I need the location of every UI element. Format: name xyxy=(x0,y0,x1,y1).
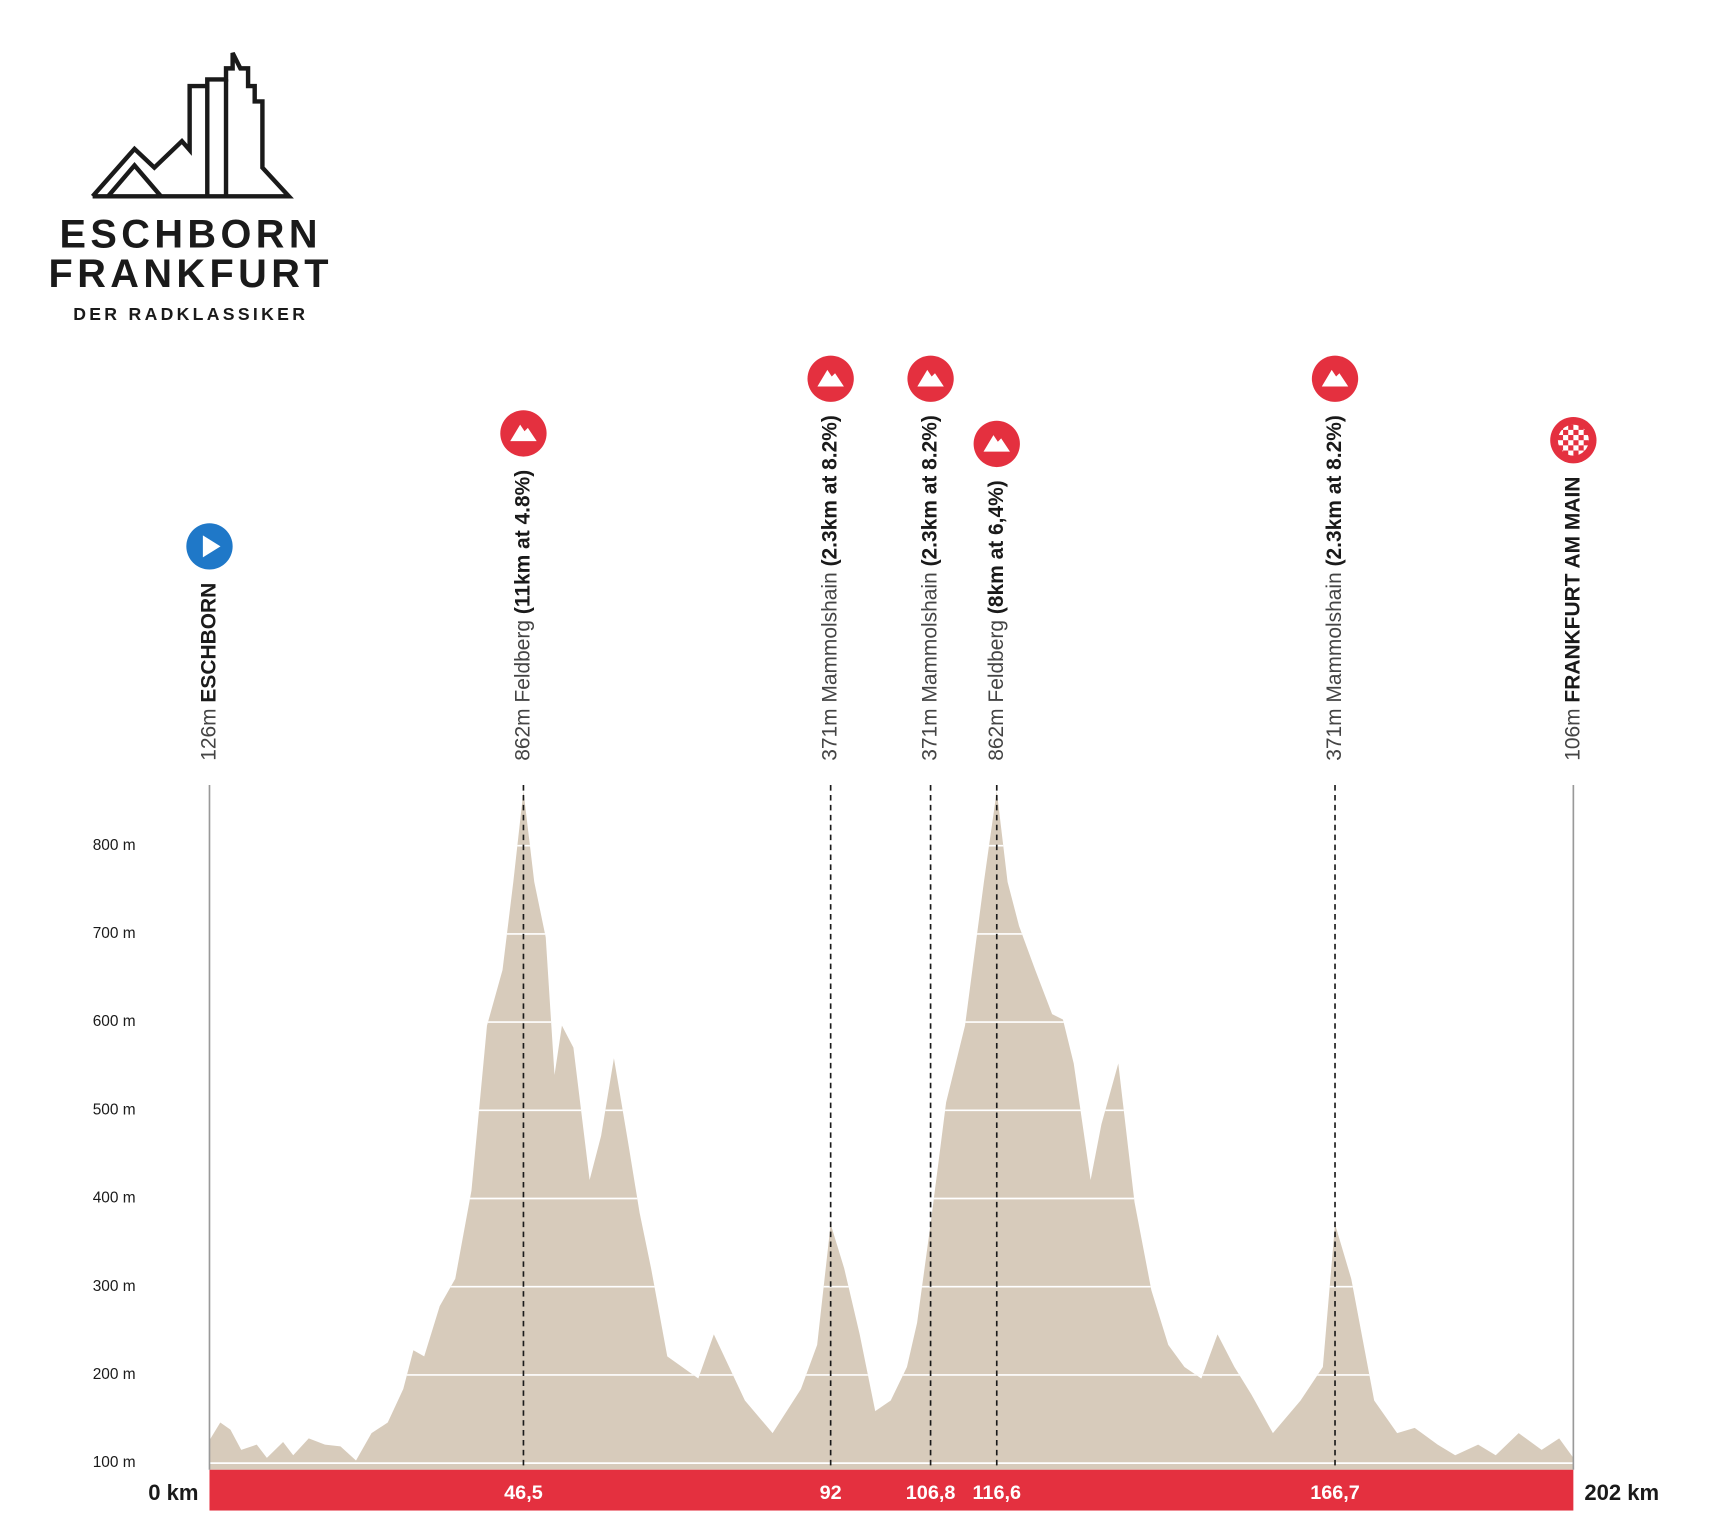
climb-icon xyxy=(907,355,954,402)
marker-detail: (2.3km at 8.2%) xyxy=(918,415,941,566)
logo-mountain xyxy=(106,162,163,198)
marker-elevation: 371m xyxy=(818,708,841,760)
climb-icon xyxy=(973,420,1020,468)
marker-name: Mammolshain xyxy=(918,572,941,702)
marker-label: 371m Mammolshain (2.3km at 8.2%) xyxy=(918,415,941,761)
km-label: 166,7 xyxy=(1310,1482,1360,1504)
km-label: 116,6 xyxy=(972,1482,1021,1504)
logo-subtitle: DER RADKLASSIKER xyxy=(73,304,308,324)
icon-check xyxy=(1583,450,1589,456)
climb-icon xyxy=(500,410,547,457)
marker-label: 126m ESCHBORN xyxy=(197,583,220,761)
y-tick-label: 800 m xyxy=(93,837,136,854)
logo-skyline xyxy=(90,51,294,199)
y-tick-label: 300 m xyxy=(93,1278,136,1295)
marker-name: Mammolshain xyxy=(818,572,841,702)
marker-label: 862m Feldberg (11km at 4.8%) xyxy=(511,470,534,761)
icon-check xyxy=(1573,429,1579,436)
marker-detail: (2.3km at 8.2%) xyxy=(1323,415,1346,566)
climb-icon xyxy=(1311,355,1359,402)
distance-bar xyxy=(209,1469,1574,1511)
marker-detail: (11km at 4.8%) xyxy=(511,470,534,614)
icon-mountain xyxy=(917,369,944,387)
icon-check xyxy=(1578,445,1584,451)
marker-name: ESCHBORN xyxy=(197,583,220,703)
x-tick-label: 202 km xyxy=(1584,1480,1659,1505)
marker-label: 106m FRANKFURT AM MAIN xyxy=(1561,477,1584,761)
y-tick-label: 700 m xyxy=(93,925,136,942)
icon-mountain xyxy=(983,435,1010,452)
marker-elevation: 371m xyxy=(918,708,941,760)
marker-detail: (8km at 6,4%) xyxy=(984,480,1007,614)
icon-check xyxy=(1568,445,1574,451)
elevation-area xyxy=(209,791,1574,1470)
icon-check xyxy=(1568,435,1574,441)
y-tick-label: 500 m xyxy=(93,1101,136,1118)
icon-check xyxy=(1573,450,1579,456)
climb-icon xyxy=(807,355,854,402)
icon-check xyxy=(1578,424,1584,430)
icon-check xyxy=(1563,450,1569,456)
km-label: 46,5 xyxy=(504,1482,543,1504)
y-tick-label: 400 m xyxy=(93,1190,136,1207)
icon-check xyxy=(1578,435,1584,441)
marker-elevation: 106m xyxy=(1561,708,1584,760)
icon-mountain xyxy=(510,424,537,442)
finish-icon xyxy=(1550,417,1597,464)
marker-elevation: 371m xyxy=(1323,708,1346,760)
marker-elevation: 862m xyxy=(511,708,534,760)
km-label: 106,8 xyxy=(906,1482,956,1504)
marker-elevation: 862m xyxy=(984,708,1007,760)
marker-name: Feldberg xyxy=(511,620,534,703)
icon-mountain xyxy=(817,369,844,387)
icon-check xyxy=(1563,440,1569,446)
x-tick-label: 0 km xyxy=(148,1480,198,1505)
marker-name: Feldberg xyxy=(984,620,1007,703)
icon-check xyxy=(1557,424,1564,430)
marker-name: FRANKFURT AM MAIN xyxy=(1561,477,1584,703)
marker-name: Mammolshain xyxy=(1323,572,1346,702)
icon-mountain xyxy=(1321,369,1349,387)
icon-check xyxy=(1557,435,1564,441)
logo xyxy=(90,51,294,199)
marker-label: 371m Mammolshain (2.3km at 8.2%) xyxy=(818,415,841,761)
marker-detail: (2.3km at 8.2%) xyxy=(818,415,841,566)
icon-check xyxy=(1557,445,1564,451)
y-tick-label: 200 m xyxy=(93,1366,136,1383)
icon-check xyxy=(1563,429,1569,436)
marker-label: 862m Feldberg (8km at 6,4%) xyxy=(984,480,1007,761)
marker-elevation: 126m xyxy=(197,708,220,760)
icon-check xyxy=(1568,424,1574,430)
icon-check xyxy=(1583,429,1589,436)
icon-arrow xyxy=(202,535,221,558)
start-icon xyxy=(186,523,233,570)
y-tick-label: 600 m xyxy=(93,1013,136,1030)
logo-title: FRANKFURT xyxy=(49,252,333,296)
y-tick-label: 100 m xyxy=(93,1454,136,1471)
icon-check xyxy=(1583,440,1589,446)
logo-title: ESCHBORN xyxy=(60,213,322,257)
marker-label: 371m Mammolshain (2.3km at 8.2%) xyxy=(1323,415,1346,761)
icon-check xyxy=(1573,440,1579,446)
km-label: 92 xyxy=(820,1482,842,1504)
